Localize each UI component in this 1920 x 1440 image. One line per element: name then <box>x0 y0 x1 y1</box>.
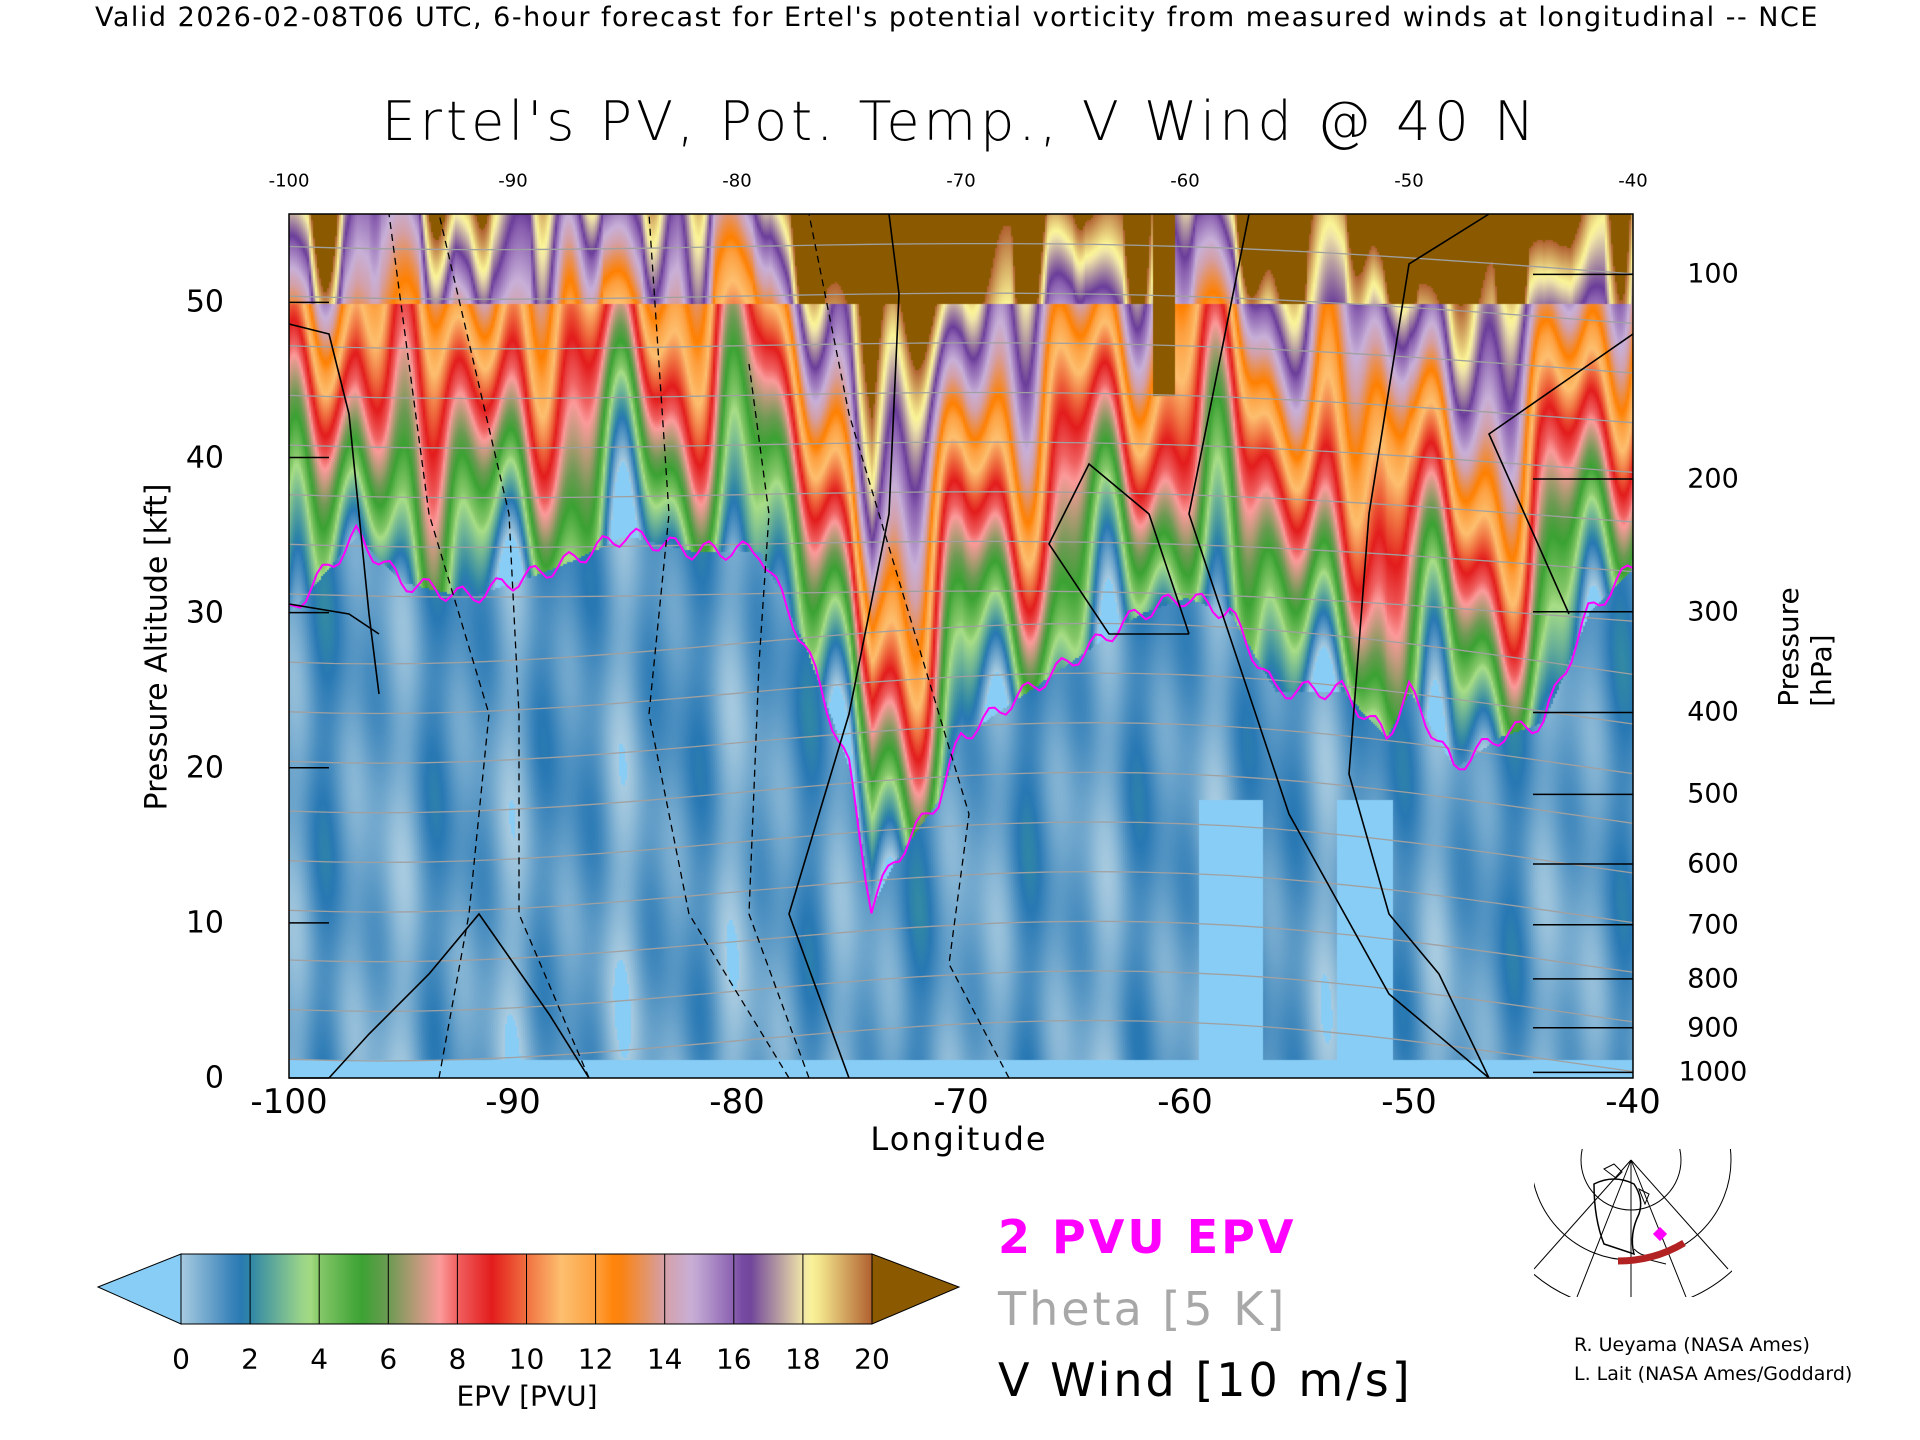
vwind-contour-positive <box>288 323 380 695</box>
theta-contour <box>288 821 1634 874</box>
top-tick-label: -60 <box>1170 170 1200 192</box>
colorbar-tick-label: 16 <box>715 1342 752 1376</box>
y-tick-label: 0 <box>204 1060 224 1096</box>
top-tick-label: -80 <box>722 170 752 192</box>
pv-2pvu-contour <box>288 523 1634 914</box>
x-tick-label: -50 <box>1381 1082 1437 1122</box>
vwind-contour-positive <box>1188 213 1490 1079</box>
colorbar-tick-label: 2 <box>241 1342 260 1376</box>
pressure-tick-label: 700 <box>1687 909 1739 941</box>
theta-contour <box>288 342 1634 374</box>
x-tick-label: -70 <box>933 1082 989 1122</box>
vwind-contour-positive <box>1488 333 1634 615</box>
vwind-contour-negative <box>648 213 790 1079</box>
plot-area <box>288 213 1634 1079</box>
colorbar-tick-label: 12 <box>577 1342 614 1376</box>
pressure-tick-label: 500 <box>1687 778 1739 810</box>
theta-contour <box>288 970 1634 1023</box>
top-tick-label: -40 <box>1618 170 1648 192</box>
theta-contour <box>288 540 1634 573</box>
x-tick-label: -60 <box>1157 1082 1213 1122</box>
pressure-tick-label: 1000 <box>1678 1056 1748 1088</box>
colorbar-tick-label: 6 <box>379 1342 398 1376</box>
y-tick-label: 30 <box>185 595 224 631</box>
theta-contour <box>288 391 1634 424</box>
top-tick-label: -90 <box>498 170 528 192</box>
colorbar-tick-label: 20 <box>854 1342 890 1376</box>
colorbar-over-triangle <box>871 1253 961 1325</box>
top-tick-label: -50 <box>1394 170 1424 192</box>
vwind-contour-positive <box>288 603 380 635</box>
epv-heatmap <box>289 214 1633 1078</box>
chart-title: Ertel's PV, Pot. Temp., V Wind @ 40 N <box>381 90 1539 153</box>
plot-frame <box>288 213 1634 1079</box>
theta-contour <box>288 491 1634 523</box>
vwind-contour-negative <box>748 363 810 1079</box>
vwind-contour-negative <box>438 213 590 1079</box>
colorbar-tick-label: 0 <box>172 1342 190 1376</box>
colorbar <box>96 1253 961 1325</box>
colorbar-tick-label: 4 <box>310 1342 329 1376</box>
legend-vwind: V Wind [10 m/s] <box>998 1353 1413 1407</box>
colorbar-tick-label: 10 <box>508 1342 545 1376</box>
vwind-contour-positive <box>1348 213 1490 1079</box>
contour-overlay <box>288 213 1634 1079</box>
colorbar-under-triangle <box>96 1253 182 1325</box>
theta-contour <box>288 672 1634 725</box>
location-marker-icon <box>1652 1226 1668 1242</box>
vwind-contour-negative <box>808 213 1010 1079</box>
y-tick-label: 20 <box>185 750 224 786</box>
theta-contour <box>288 920 1634 973</box>
vwind-contour-positive <box>1048 462 1190 635</box>
y-tick-label: 10 <box>185 905 224 941</box>
pressure-tick-label: 200 <box>1687 463 1739 495</box>
theta-contour <box>288 771 1634 824</box>
colorbar-tick-label: 14 <box>646 1342 683 1376</box>
theta-contour <box>288 292 1634 325</box>
pressure-tick-label: 400 <box>1687 696 1739 728</box>
y-tick-label: 50 <box>185 284 224 320</box>
theta-contour <box>288 1019 1634 1073</box>
header-valid-time: Valid 2026-02-08T06 UTC, 6-hour forecast… <box>95 2 1819 33</box>
y2-axis-label: Pressure [hPa] <box>1772 587 1838 707</box>
theta-contour <box>288 242 1634 275</box>
vwind-contour-positive <box>788 213 900 1079</box>
theta-contour <box>288 441 1634 473</box>
pressure-tick-label: 300 <box>1687 596 1739 628</box>
vwind-contour-negative <box>388 213 490 1079</box>
theta-contour <box>288 722 1634 775</box>
section-track <box>1617 1239 1686 1265</box>
top-tick-label: -70 <box>946 170 976 192</box>
colorbar-label: EPV [PVU] <box>456 1379 598 1413</box>
pressure-tick-label: 600 <box>1687 848 1739 880</box>
top-tick-label: -100 <box>268 170 310 192</box>
vwind-contour-positive <box>328 912 590 1079</box>
legend-pv-contour: 2 PVU EPV <box>998 1210 1297 1264</box>
theta-contour <box>288 622 1634 676</box>
theta-contour <box>288 590 1634 622</box>
credit-2: L. Lait (NASA Ames/Goddard) <box>1574 1363 1853 1385</box>
credit-1: R. Ueyama (NASA Ames) <box>1574 1334 1810 1356</box>
x-tick-label: -90 <box>485 1082 541 1122</box>
x-axis-label: Longitude <box>870 1120 1048 1158</box>
legend-theta: Theta [5 K] <box>998 1282 1288 1336</box>
y-axis-label: Pressure Altitude [kft] <box>139 483 175 811</box>
pressure-tick-label: 800 <box>1687 963 1739 995</box>
theta-contour <box>288 870 1634 924</box>
x-tick-label: -40 <box>1605 1082 1661 1122</box>
locator-map <box>1534 1149 1732 1297</box>
x-tick-label: -80 <box>709 1082 765 1122</box>
pressure-tick-label: 900 <box>1687 1012 1739 1044</box>
x-tick-label: -100 <box>250 1082 328 1122</box>
colorbar-tick-label: 18 <box>785 1342 821 1376</box>
pressure-tick-label: 100 <box>1687 258 1739 290</box>
colorbar-tick-label: 8 <box>448 1342 467 1376</box>
y-tick-label: 40 <box>185 440 224 476</box>
